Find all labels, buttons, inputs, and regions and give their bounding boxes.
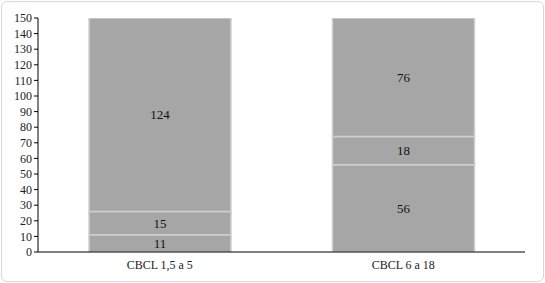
svg-text:20: 20 — [20, 214, 32, 228]
svg-text:18: 18 — [397, 143, 410, 158]
svg-text:56: 56 — [397, 201, 411, 216]
svg-text:50: 50 — [20, 167, 32, 181]
svg-text:CBCL 1,5 a 5: CBCL 1,5 a 5 — [127, 258, 193, 272]
svg-text:124: 124 — [150, 107, 170, 122]
svg-text:76: 76 — [397, 70, 411, 85]
svg-text:130: 130 — [14, 42, 32, 56]
svg-text:110: 110 — [14, 74, 32, 88]
svg-text:150: 150 — [14, 11, 32, 25]
svg-text:30: 30 — [20, 198, 32, 212]
svg-text:15: 15 — [154, 216, 167, 231]
svg-text:CBCL 6 a 18: CBCL 6 a 18 — [372, 258, 435, 272]
svg-text:10: 10 — [20, 230, 32, 244]
svg-text:100: 100 — [14, 89, 32, 103]
svg-text:60: 60 — [20, 152, 32, 166]
svg-text:70: 70 — [20, 136, 32, 150]
svg-text:11: 11 — [154, 236, 167, 251]
svg-text:120: 120 — [14, 58, 32, 72]
svg-text:90: 90 — [20, 105, 32, 119]
svg-text:140: 140 — [14, 27, 32, 41]
svg-text:80: 80 — [20, 120, 32, 134]
svg-text:40: 40 — [20, 183, 32, 197]
svg-text:0: 0 — [26, 245, 32, 259]
